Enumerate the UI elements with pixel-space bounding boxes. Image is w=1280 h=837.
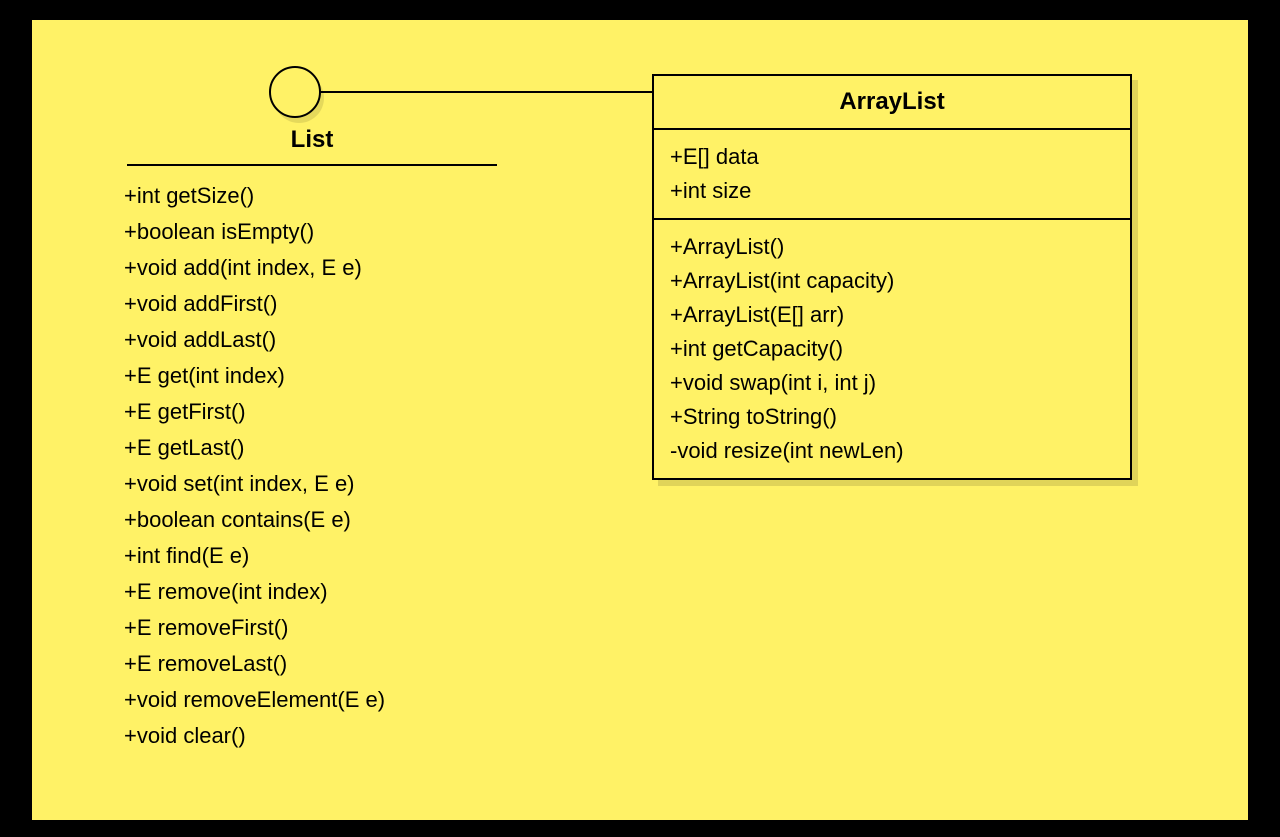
class-methods: +ArrayList() +ArrayList(int capacity) +A…: [654, 220, 1130, 478]
interface-method: +E remove(int index): [124, 574, 512, 610]
interface-method: +void set(int index, E e): [124, 466, 512, 502]
interface-method: +E removeLast(): [124, 646, 512, 682]
interface-method: +int getSize(): [124, 178, 512, 214]
interface-method: +void addLast(): [124, 322, 512, 358]
interface-method: +E getFirst(): [124, 394, 512, 430]
interface-method: +void removeElement(E e): [124, 682, 512, 718]
interface-method: +int find(E e): [124, 538, 512, 574]
class-method: -void resize(int newLen): [670, 434, 1114, 468]
interface-method: +E getLast(): [124, 430, 512, 466]
diagram-canvas: List +int getSize() +boolean isEmpty() +…: [32, 20, 1248, 820]
interface-method: +void clear(): [124, 718, 512, 754]
interface-method: +boolean isEmpty(): [124, 214, 512, 250]
interface-method: +E removeFirst(): [124, 610, 512, 646]
interface-name: List: [127, 126, 497, 166]
interface-method: +void addFirst(): [124, 286, 512, 322]
class-method: +int getCapacity(): [670, 332, 1114, 366]
interface-method: +boolean contains(E e): [124, 502, 512, 538]
class-method: +String toString(): [670, 400, 1114, 434]
class-method: +ArrayList(E[] arr): [670, 298, 1114, 332]
class-arraylist: ArrayList +E[] data +int size +ArrayList…: [652, 74, 1132, 480]
interface-methods: +int getSize() +boolean isEmpty() +void …: [112, 178, 512, 754]
class-attribute: +E[] data: [670, 140, 1114, 174]
class-method: +ArrayList(int capacity): [670, 264, 1114, 298]
class-name: ArrayList: [654, 76, 1130, 130]
class-method: +void swap(int i, int j): [670, 366, 1114, 400]
class-method: +ArrayList(): [670, 230, 1114, 264]
class-attribute: +int size: [670, 174, 1114, 208]
interface-method: +E get(int index): [124, 358, 512, 394]
class-attributes: +E[] data +int size: [654, 130, 1130, 220]
lollipop-shadow: [274, 73, 324, 123]
interface-method: +void add(int index, E e): [124, 250, 512, 286]
interface-list: List +int getSize() +boolean isEmpty() +…: [112, 126, 512, 754]
